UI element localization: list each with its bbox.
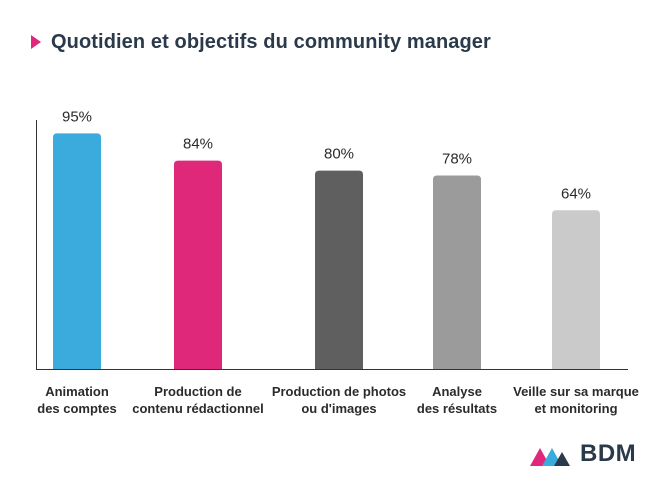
bars-group: 95% Animation des comptes 84% Production de c… <box>37 108 639 416</box>
bar-3 <box>433 175 481 369</box>
bdm-logo-text: BDM <box>580 440 637 467</box>
bar-1 <box>174 160 222 369</box>
category-label-2-line-1: ou d'images <box>301 401 376 416</box>
bdm-logo-mark-icon <box>530 448 570 466</box>
bdm-logo: BDM <box>530 440 636 468</box>
title-arrow-icon <box>31 35 41 49</box>
chart-title: Quotidien et objectifs du community mana… <box>51 30 491 53</box>
category-label-2-line-0: Production de photos <box>272 384 406 399</box>
category-label-1-line-1: contenu rédactionnel <box>132 401 263 416</box>
data-label-2: 80% <box>324 146 354 163</box>
category-label-3-line-0: Analyse <box>432 384 482 399</box>
category-label-0-line-1: des comptes <box>37 401 116 416</box>
data-label-0: 95% <box>62 108 92 125</box>
data-label-1: 84% <box>183 136 213 153</box>
bar-0 <box>53 133 101 369</box>
bar-4 <box>552 210 600 369</box>
category-label-0-line-0: Animation <box>45 384 109 399</box>
bar-2 <box>315 170 363 369</box>
chart-title-row: Quotidien et objectifs du community mana… <box>31 30 491 54</box>
category-label-1-line-0: Production de <box>154 384 241 399</box>
category-label-4-line-1: et monitoring <box>534 401 617 416</box>
category-label-4-line-0: Veille sur sa marque <box>513 384 639 399</box>
data-label-4: 64% <box>561 185 591 202</box>
data-label-3: 78% <box>442 151 472 168</box>
category-label-3-line-1: des résultats <box>417 401 497 416</box>
